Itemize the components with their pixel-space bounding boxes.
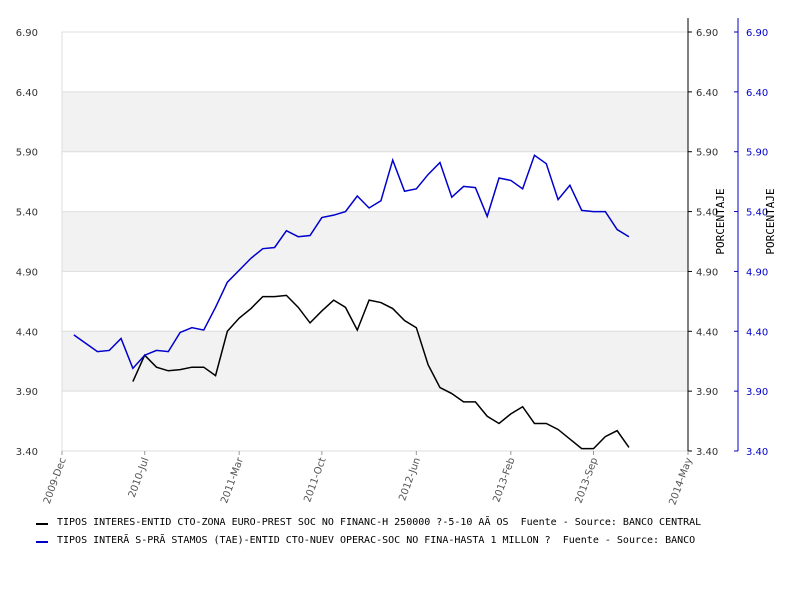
y-tick-label: 3.40 bbox=[16, 447, 38, 458]
y-tick-label: 6.40 bbox=[16, 88, 38, 99]
y-tick-label-right: 3.90 bbox=[696, 387, 718, 398]
y2-tick-label: 3.90 bbox=[746, 387, 768, 398]
y-tick-label: 6.90 bbox=[16, 28, 38, 39]
series-line bbox=[73, 154, 630, 370]
y-tick-label-right: 5.90 bbox=[696, 148, 718, 159]
y2-tick-label: 4.90 bbox=[746, 267, 768, 278]
y-tick-label: 5.40 bbox=[16, 208, 38, 219]
x-tick-label: 2009-Dec bbox=[42, 456, 69, 505]
y-tick-label-right: 6.40 bbox=[696, 88, 718, 99]
x-tick-label: 2013-Feb bbox=[491, 456, 517, 504]
y-tick-label-right: 3.40 bbox=[696, 447, 718, 458]
y-tick-label-right: 5.40 bbox=[696, 208, 718, 219]
y2-tick-label: 6.90 bbox=[746, 28, 768, 39]
y2-tick-label: 6.40 bbox=[746, 88, 768, 99]
x-tick-label: 2014-May bbox=[667, 456, 694, 507]
x-tick-label: 2012-Jun bbox=[397, 456, 423, 502]
legend-label: TIPOS INTERÃ S-PRÃ STAMOS (TAE)-ENTID CT… bbox=[57, 533, 695, 546]
y2-tick-label: 3.40 bbox=[746, 447, 768, 458]
legend-label: TIPOS INTERES-ENTID CTO-ZONA EURO-PREST … bbox=[57, 515, 701, 528]
x-tick-label: 2013-Sep bbox=[574, 456, 601, 505]
y-tick-label-right: 4.90 bbox=[696, 267, 718, 278]
series-line bbox=[132, 294, 630, 450]
x-tick-label: 2011-Oct bbox=[302, 456, 328, 504]
y-tick-label: 4.90 bbox=[16, 267, 38, 278]
y2-tick-label: 5.40 bbox=[746, 208, 768, 219]
y-axis-label: PORCENTAJE bbox=[714, 188, 727, 254]
y-tick-label: 3.90 bbox=[16, 387, 38, 398]
x-tick-label: 2011-Mar bbox=[219, 455, 246, 505]
y-tick-label: 4.40 bbox=[16, 327, 38, 338]
y2-axis-label: PORCENTAJE bbox=[764, 188, 777, 254]
y-tick-label-right: 4.40 bbox=[696, 327, 718, 338]
y-tick-label-right: 6.90 bbox=[696, 28, 718, 39]
y2-tick-label: 4.40 bbox=[746, 327, 768, 338]
x-tick-label: 2010-Jul bbox=[127, 456, 152, 499]
y2-tick-label: 5.90 bbox=[746, 148, 768, 159]
y-tick-label: 5.90 bbox=[16, 148, 38, 159]
grid-band bbox=[62, 331, 688, 392]
grid-band bbox=[62, 211, 688, 272]
grid-band bbox=[62, 91, 688, 152]
